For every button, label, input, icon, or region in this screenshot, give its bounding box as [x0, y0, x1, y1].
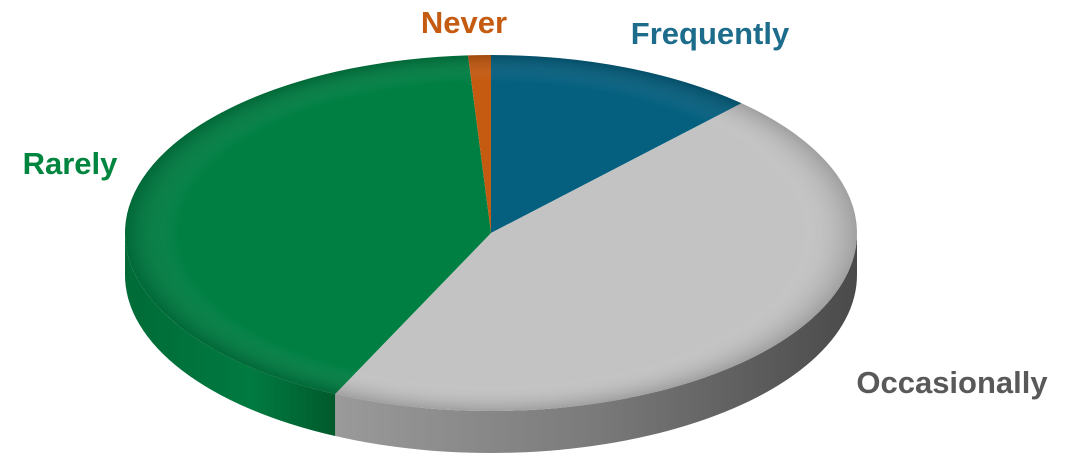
- label-rarely: Rarely: [23, 146, 119, 181]
- label-occasionally: Occasionally: [856, 365, 1048, 400]
- pie-labels: Frequently Occasionally Rarely Never: [23, 5, 1049, 400]
- pie-top-faces: [125, 55, 857, 411]
- label-frequently: Frequently: [631, 16, 790, 51]
- label-never: Never: [421, 5, 507, 40]
